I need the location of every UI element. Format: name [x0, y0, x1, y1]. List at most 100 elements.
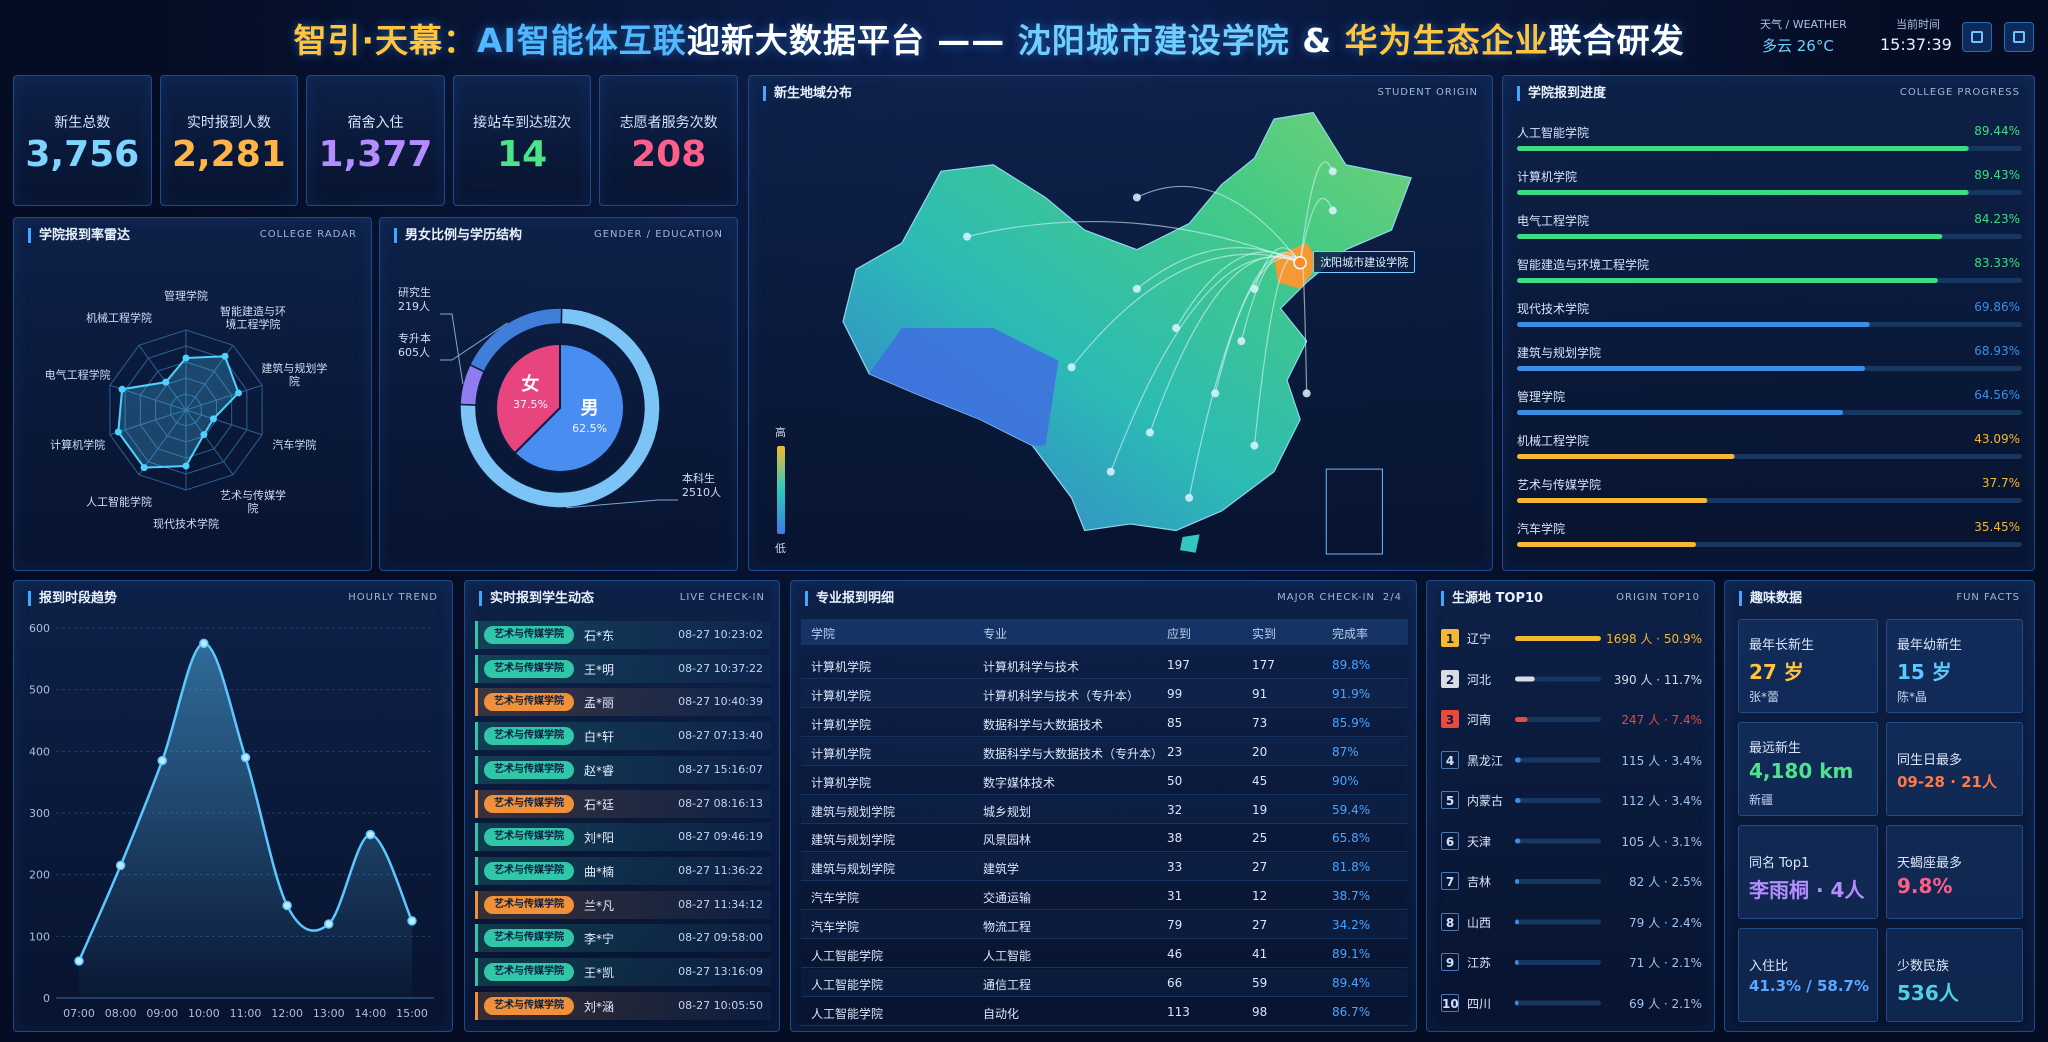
table-cell: 物流工程 [983, 920, 1032, 935]
panel-title: 学院报到进度 [1517, 86, 1606, 101]
bar-value-label: 390 人 · 11.7% [1613, 672, 1702, 687]
panel: 学院报到率雷达 COLLEGE RADAR 管理学院 智能建造与环境工程学院 建筑与规划… [13, 217, 372, 571]
fullscreen-button[interactable] [1962, 22, 1992, 52]
radar-label: 计算机学院 [50, 438, 106, 452]
table-cell: 41 [1252, 947, 1268, 961]
progress-bar [1517, 498, 1708, 503]
fact-label: 同生日最多 [1897, 753, 1963, 768]
trend-point [199, 638, 209, 649]
kpi-value: 14 [497, 134, 548, 175]
province-name: 江苏 [1467, 956, 1492, 970]
city-dot [1250, 441, 1259, 450]
bar-track [1515, 879, 1601, 884]
table-cell: 31 [1167, 889, 1183, 904]
college-tag: 艺术与传媒学院 [484, 996, 574, 1015]
panel: 新生地域分布 STUDENT ORIGIN 沈阳城市建设学院高低 [748, 75, 1493, 571]
x-tick-label: 15:00 [396, 1007, 428, 1020]
hainan [1179, 534, 1200, 553]
radar-spoke [109, 409, 187, 436]
radar-area [117, 355, 240, 469]
province-name: 黑龙江 [1467, 753, 1504, 768]
map-marker-label: 沈阳城市建设学院 [1313, 251, 1416, 273]
table-cell: 人工智能学院 [811, 977, 884, 992]
table-cell: 38 [1167, 831, 1183, 846]
table-cell: 计算机学院 [811, 688, 872, 703]
table-row-bg [801, 679, 1408, 708]
fact-note: 新疆 [1749, 793, 1774, 807]
radar-point [118, 385, 126, 393]
progress-bar [1517, 146, 1969, 151]
city-dot [963, 232, 972, 241]
table-cell: 12 [1252, 889, 1268, 904]
x-tick-label: 10:00 [188, 1007, 220, 1020]
table-cell: 城乡规划 [983, 804, 1032, 819]
kpi-label: 实时报到人数 [186, 115, 271, 131]
trend-point [365, 829, 376, 840]
fact-value: 15 岁 [1897, 660, 1952, 684]
fact-value: 9.8% [1897, 874, 1953, 898]
table-row-bg [801, 709, 1408, 737]
bar [1515, 1000, 1519, 1006]
checkin-time: 08-27 09:46:19 [678, 830, 763, 844]
bar [1515, 636, 1601, 641]
progress-label: 建筑与规划学院 [1517, 346, 1602, 360]
bar-value-label: 105 人 · 3.1% [1621, 834, 1702, 849]
progress-bar [1517, 234, 1943, 239]
radar-label: 机械工程学院 [85, 311, 152, 325]
table-cell: 交通运输 [983, 891, 1032, 906]
student-name: 曲*楠 [584, 864, 615, 879]
fact-value: 09-28 · 21人 [1897, 773, 1997, 791]
legend-low: 低 [775, 542, 786, 555]
table-row-bg [801, 737, 1408, 766]
panel-title: 专业报到明细 [805, 591, 894, 606]
y-tick-label: 300 [29, 807, 50, 820]
city-dot [1237, 337, 1246, 346]
trend-point [407, 916, 417, 926]
checkin-row: 艺术与传媒学院 刘*涵 08-27 10:05:50 [475, 991, 771, 1020]
table-cell: 86.7% [1332, 1004, 1371, 1019]
leader-line [566, 499, 678, 509]
checkin-row: 艺术与传媒学院 曲*楠 08-27 11:36:22 [475, 856, 771, 885]
fact-value: 李雨桐 · 4人 [1749, 878, 1865, 902]
table-cell: 计算机学院 [811, 775, 872, 790]
bar [1515, 676, 1535, 682]
button-icon [2013, 31, 2025, 43]
checkin-time: 08-27 07:13:40 [678, 729, 763, 743]
panel: 生源地 TOP10 ORIGIN TOP10 1 辽宁 1698 人 · 50.9% 2 河… [1426, 580, 1715, 1032]
checkin-row: 艺术与传媒学院 赵*睿 08-27 15:16:07 [475, 755, 771, 784]
flow-line [1299, 197, 1334, 263]
rank-badge: 3 [1441, 710, 1459, 728]
checkin-time: 08-27 08:16:13 [678, 796, 763, 810]
settings-button[interactable] [2004, 22, 2034, 52]
table-cell: 27 [1252, 918, 1268, 933]
radar-point [162, 378, 170, 386]
table-row-bg [801, 940, 1408, 968]
title-part: AI智能体互联 [476, 21, 687, 60]
flow-line [1136, 247, 1301, 290]
button-icon [1971, 31, 1983, 43]
fact-card: 天蝎座最多 9.8% [1886, 825, 2023, 919]
bar-value-label: 71 人 · 2.1% [1628, 956, 1702, 970]
trend-point [115, 860, 126, 871]
progress-value: 43.09% [1974, 432, 2020, 446]
fact-label: 同名 Top1 [1749, 856, 1810, 871]
table-header-bg [801, 619, 1408, 645]
fact-card: 同生日最多 09-28 · 21人 [1886, 722, 2023, 816]
city-dot [1106, 467, 1115, 476]
table-cell: 建筑与规划学院 [811, 804, 896, 819]
rank-badge: 2 [1441, 669, 1459, 688]
panel-title: 报到时段趋势 [28, 591, 117, 606]
panel-subtitle: FUN FACTS [1956, 592, 2020, 603]
table-cell: 人工智能学院 [811, 949, 884, 963]
x-tick-label: 13:00 [313, 1007, 345, 1020]
table-cell: 197 [1167, 658, 1190, 672]
panel-subtitle: MAJOR CHECK-IN [1277, 592, 1375, 603]
table-cell: 人工智能 [983, 949, 1032, 963]
bar-track [1515, 717, 1601, 722]
panel-subtitle: STUDENT ORIGIN [1377, 87, 1478, 98]
table-cell: 45 [1252, 773, 1268, 788]
table-cell: 人工智能学院 [811, 1006, 884, 1021]
radar-spoke [185, 384, 263, 411]
column-header: 学院 [811, 627, 836, 641]
